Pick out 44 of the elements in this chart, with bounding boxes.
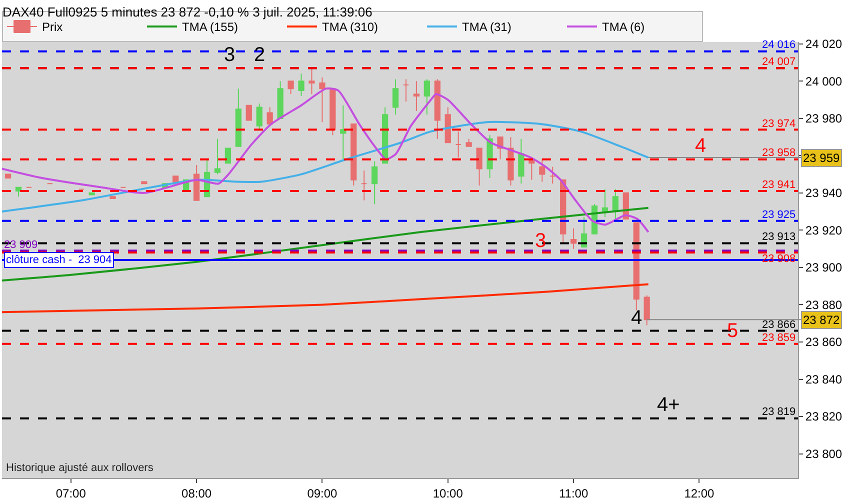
y-tick-label: 23 800	[805, 446, 842, 461]
x-tick-label: 12:00	[684, 486, 715, 500]
y-tick-label: 23 900	[805, 260, 842, 275]
y-tick-label: 23 940	[805, 186, 842, 200]
ref-line-label: 23 909	[4, 239, 38, 251]
y-tick-label: 23 840	[805, 372, 842, 386]
y-tick-label: 23 980	[805, 112, 842, 126]
annotation: 4+	[657, 394, 680, 416]
ref-line-label: 24 016	[762, 39, 796, 51]
legend-label: Prix	[42, 20, 63, 34]
ref-line-label: 23 974	[762, 118, 796, 130]
annotation: 3	[535, 230, 546, 252]
ref-line-label: 24 007	[762, 56, 796, 68]
chart-title: DAX40 Full0925 5 minutes 23 872 -0,10 % 3 juil. 2025, 11:39:06	[2, 4, 372, 20]
ref-line-label: 23 819	[762, 406, 796, 418]
ref-line-label: 23 941	[762, 179, 796, 191]
ref-line-label: 23 958	[762, 147, 796, 159]
x-tick-label: 10:00	[432, 486, 464, 500]
y-tick-label: 23 880	[805, 298, 842, 312]
annotation: 23 872	[803, 313, 840, 327]
y-tick-label: 23 860	[805, 335, 842, 350]
annotation: 4	[631, 307, 642, 329]
legend-label: TMA (6)	[602, 20, 645, 34]
annotation: 23 959	[803, 151, 840, 165]
y-tick-label: 24 020	[805, 37, 842, 52]
annotation: 4	[695, 135, 706, 157]
annotation: 3	[224, 44, 236, 66]
annotation: 5	[727, 320, 738, 342]
x-tick-label: 08:00	[182, 486, 212, 500]
y-tick-label: 23 920	[805, 223, 842, 238]
ref-line-label: 23 866	[762, 319, 796, 331]
legend-label: TMA (31)	[462, 20, 512, 34]
y-tick-label: 24 000	[805, 74, 842, 88]
x-tick-label: 07:00	[56, 486, 86, 500]
x-tick-label: 11:00	[558, 486, 588, 500]
ref-line-label: 23 859	[762, 332, 796, 344]
y-tick-label: 23 820	[805, 410, 842, 424]
annotation: Historique ajusté aux rollovers	[6, 462, 154, 474]
ref-line-label: clôture cash - 23 904	[6, 254, 112, 266]
ref-line-label: 23 913	[762, 231, 796, 243]
x-tick-label: 09:00	[307, 486, 338, 500]
legend-label: TMA (310)	[322, 20, 378, 34]
ref-line-label: 23 925	[762, 209, 796, 221]
legend-label: TMA (155)	[182, 20, 238, 34]
